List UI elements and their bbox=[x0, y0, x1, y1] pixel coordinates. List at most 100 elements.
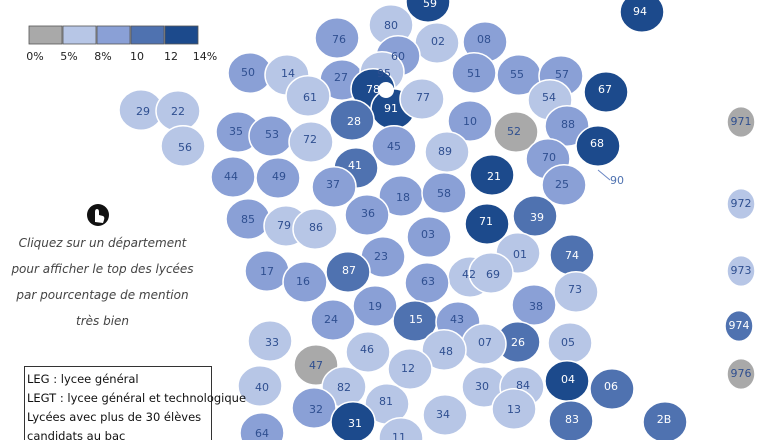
legend-swatch bbox=[164, 25, 199, 45]
department bbox=[575, 125, 621, 167]
department-code: 73 bbox=[568, 283, 582, 296]
department-code: 03 bbox=[421, 228, 435, 241]
department-code: 55 bbox=[510, 68, 524, 81]
legend-swatch bbox=[62, 25, 97, 45]
department bbox=[330, 401, 376, 440]
department-code: 01 bbox=[513, 248, 527, 261]
info-line: LEG : lycee général bbox=[27, 372, 139, 386]
department-code: 84 bbox=[516, 379, 530, 392]
hint-line: très bien bbox=[75, 314, 130, 328]
department-code: 15 bbox=[409, 313, 423, 326]
department-code: 51 bbox=[467, 67, 481, 80]
department bbox=[422, 394, 468, 436]
department-code: 39 bbox=[530, 211, 544, 224]
department bbox=[451, 52, 497, 94]
department bbox=[405, 0, 451, 23]
legend-label: 14% bbox=[193, 50, 217, 63]
department-code: 43 bbox=[450, 313, 464, 326]
legend-label: 12 bbox=[164, 50, 178, 63]
department-code: 21 bbox=[487, 170, 501, 183]
department-code: 80 bbox=[384, 19, 398, 32]
department bbox=[548, 400, 594, 440]
department bbox=[541, 164, 587, 206]
department-code: 79 bbox=[277, 219, 291, 232]
department-code: 64 bbox=[255, 427, 269, 440]
department-code: 973 bbox=[731, 264, 752, 277]
department-code: 976 bbox=[731, 367, 752, 380]
department-code: 86 bbox=[309, 221, 323, 234]
department-code: 32 bbox=[309, 403, 323, 416]
legend-label: 10 bbox=[130, 50, 144, 63]
department-code: 58 bbox=[437, 187, 451, 200]
department-code: 10 bbox=[463, 115, 477, 128]
department-code: 44 bbox=[224, 170, 238, 183]
department bbox=[447, 100, 493, 142]
department bbox=[724, 309, 754, 343]
department-code: 22 bbox=[171, 105, 185, 118]
department-code: 46 bbox=[360, 343, 374, 356]
department-code: 50 bbox=[241, 66, 255, 79]
department bbox=[511, 284, 557, 326]
department-code: 89 bbox=[438, 145, 452, 158]
department-code: 74 bbox=[565, 249, 579, 262]
department bbox=[421, 172, 467, 214]
department bbox=[726, 357, 756, 391]
department-code: 60 bbox=[391, 50, 405, 63]
department-code: 49 bbox=[272, 170, 286, 183]
department-code: 35 bbox=[229, 125, 243, 138]
department bbox=[325, 251, 371, 293]
department-code: 14 bbox=[281, 67, 295, 80]
department-code: 972 bbox=[731, 197, 752, 210]
department-code: 974 bbox=[729, 319, 750, 332]
department-code: 63 bbox=[421, 275, 435, 288]
department-code: 36 bbox=[361, 207, 375, 220]
department-code: 52 bbox=[507, 125, 521, 138]
department-code: 69 bbox=[486, 268, 500, 281]
department-code: 33 bbox=[265, 336, 279, 349]
department-code: 29 bbox=[136, 105, 150, 118]
legend: 0% 5% 8% 10 12 14% bbox=[26, 25, 217, 63]
department bbox=[553, 271, 599, 313]
department-code: 16 bbox=[296, 275, 310, 288]
department-code: 83 bbox=[565, 413, 579, 426]
department-code: 61 bbox=[303, 91, 317, 104]
department-code: 06 bbox=[604, 380, 618, 393]
department bbox=[421, 329, 467, 371]
department bbox=[237, 365, 283, 407]
department-code: 76 bbox=[332, 33, 346, 46]
department-code: 19 bbox=[368, 300, 382, 313]
department-code: 68 bbox=[590, 137, 604, 150]
department-code: 81 bbox=[379, 395, 393, 408]
department-code: 02 bbox=[431, 35, 445, 48]
department bbox=[399, 78, 445, 120]
department bbox=[310, 299, 356, 341]
department bbox=[239, 412, 285, 440]
department bbox=[469, 154, 515, 196]
department-code: 59 bbox=[423, 0, 437, 10]
department-code: 95 bbox=[377, 67, 391, 80]
paris-area bbox=[378, 82, 394, 98]
department-code: 47 bbox=[309, 359, 323, 372]
legend-swatch bbox=[28, 25, 63, 45]
department bbox=[464, 203, 510, 245]
department bbox=[726, 187, 756, 221]
department bbox=[210, 156, 256, 198]
department-code: 23 bbox=[374, 250, 388, 263]
departments bbox=[118, 0, 756, 440]
department-code: 56 bbox=[178, 141, 192, 154]
department-code: 57 bbox=[555, 68, 569, 81]
department bbox=[406, 216, 452, 258]
department-code: 37 bbox=[326, 178, 340, 191]
legend-swatch bbox=[130, 25, 165, 45]
department-code: 88 bbox=[561, 118, 575, 131]
department bbox=[583, 71, 629, 113]
department-code: 13 bbox=[507, 403, 521, 416]
department-code: 05 bbox=[561, 336, 575, 349]
department bbox=[344, 194, 390, 236]
department bbox=[371, 125, 417, 167]
department bbox=[619, 0, 665, 33]
department-code: 85 bbox=[241, 213, 255, 226]
department-code: 94 bbox=[633, 5, 647, 18]
leader-line bbox=[597, 169, 611, 181]
